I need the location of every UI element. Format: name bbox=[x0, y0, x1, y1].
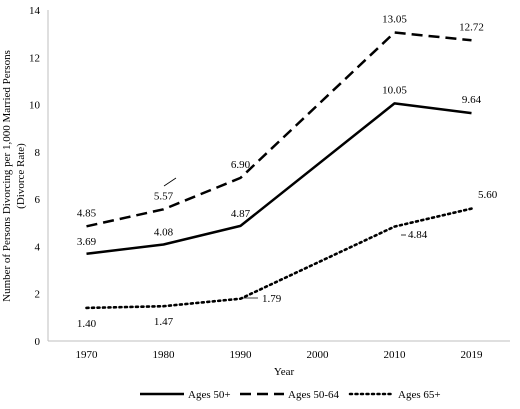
x-tick-label: 2019 bbox=[461, 349, 484, 361]
data-label: 5.57 bbox=[154, 190, 174, 202]
legend: Ages 50+ Ages 50-64 Ages 65+ bbox=[140, 389, 441, 401]
y-tick-label: 14 bbox=[29, 5, 41, 17]
x-tick-label: 2000 bbox=[307, 349, 330, 361]
y-axis-title-line2: (Divorce Rate) bbox=[15, 143, 27, 209]
x-tick-label: 1990 bbox=[230, 349, 253, 361]
x-axis-title: Year bbox=[274, 366, 295, 378]
y-tick-label: 2 bbox=[35, 289, 41, 301]
series-line-ages-65- bbox=[85, 207, 473, 310]
y-tick-label: 12 bbox=[29, 52, 40, 64]
x-tick-label: 2010 bbox=[384, 349, 407, 361]
y-tick-label: 4 bbox=[35, 241, 41, 253]
data-label: 4.08 bbox=[154, 227, 174, 239]
axes bbox=[47, 10, 510, 342]
data-label: 9.64 bbox=[462, 94, 482, 106]
data-label: 12.72 bbox=[459, 21, 484, 33]
series-line-ages-50- bbox=[86, 102, 472, 256]
y-tick-label: 0 bbox=[35, 336, 41, 348]
data-label: 1.40 bbox=[77, 318, 97, 330]
x-tick-labels: 1970 1980 1990 2000 2010 2019 bbox=[76, 349, 484, 361]
y-axis-title-line1: Number of Persons Divorcing per 1,000 Ma… bbox=[1, 50, 13, 302]
data-label: 3.69 bbox=[77, 236, 97, 248]
series-line-ages-50-64 bbox=[86, 31, 472, 228]
data-label: 1.79 bbox=[262, 293, 282, 305]
data-label: 6.90 bbox=[231, 159, 251, 171]
y-tick-labels: 0 2 4 6 8 10 12 14 bbox=[29, 5, 41, 348]
series-layer bbox=[85, 31, 473, 310]
y-tick-label: 8 bbox=[35, 147, 41, 159]
data-label: 5.60 bbox=[478, 189, 498, 201]
data-labels: 3.69 4.08 4.87 10.05 9.64 4.85 5.57 6.90 13.05 12… bbox=[77, 13, 498, 329]
data-label: 1.47 bbox=[154, 316, 174, 328]
y-tick-label: 10 bbox=[29, 100, 41, 112]
data-label: 4.84 bbox=[408, 229, 428, 241]
data-label-leader bbox=[163, 177, 177, 187]
data-label: 10.05 bbox=[382, 84, 407, 96]
data-label: 13.05 bbox=[382, 13, 407, 25]
legend-label: Ages 65+ bbox=[398, 389, 441, 401]
data-label: 4.87 bbox=[231, 208, 251, 220]
legend-label: Ages 50-64 bbox=[288, 389, 340, 401]
data-label: 4.85 bbox=[77, 207, 97, 219]
y-axis-title: Number of Persons Divorcing per 1,000 Ma… bbox=[1, 50, 27, 302]
x-tick-label: 1980 bbox=[153, 349, 176, 361]
x-tick-label: 1970 bbox=[76, 349, 99, 361]
y-tick-label: 6 bbox=[35, 194, 41, 206]
legend-label: Ages 50+ bbox=[188, 389, 231, 401]
